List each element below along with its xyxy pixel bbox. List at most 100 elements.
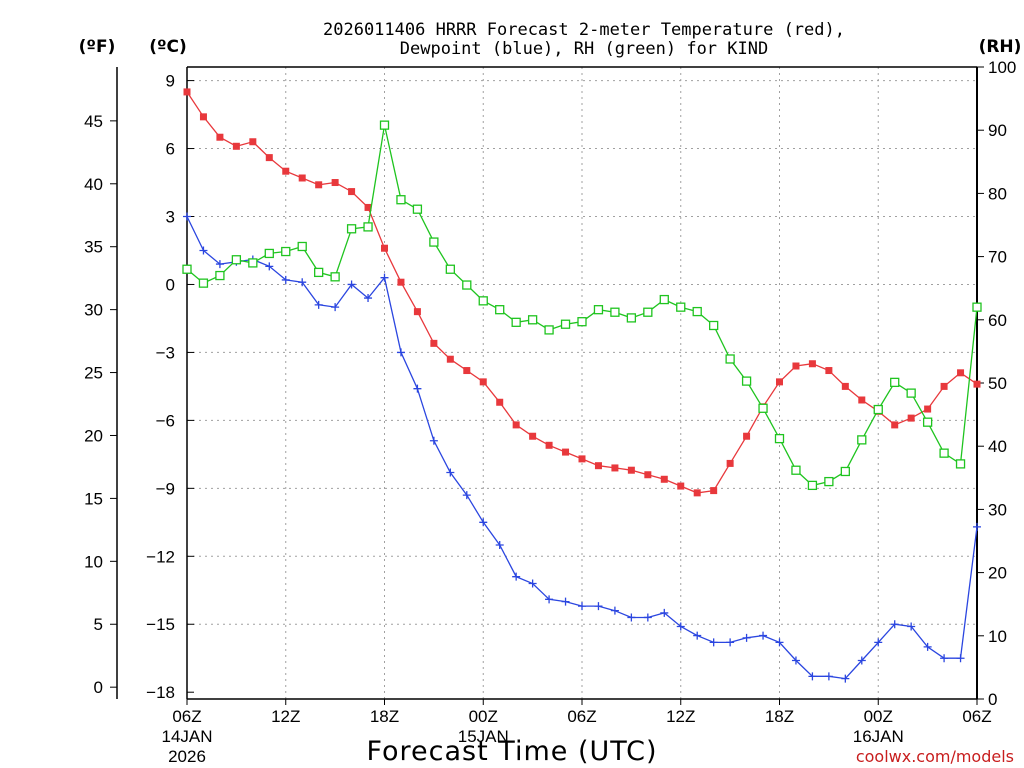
x-tick-label: 06Z — [567, 707, 596, 726]
dewpoint-point — [627, 613, 636, 622]
rh-point — [182, 264, 192, 274]
watermark: coolwx.com/models — [856, 747, 1014, 766]
rh-point — [824, 476, 834, 487]
celsius-tick-label: 3 — [166, 208, 175, 227]
celsius-unit-label: (ºC) — [149, 37, 187, 57]
dewpoint-point — [331, 303, 340, 312]
rh-tick-label: 60 — [988, 311, 1007, 330]
dewpoint-point — [709, 638, 718, 647]
dewpoint-point — [956, 654, 965, 663]
temperature-point — [907, 414, 915, 422]
x-tick-label: 00Z — [864, 707, 893, 726]
rh-point — [445, 264, 455, 274]
rh-point — [462, 280, 472, 290]
dewpoint-point — [742, 633, 751, 642]
fahrenheit-tick-label: 30 — [84, 301, 103, 320]
dewpoint-point — [545, 595, 554, 604]
fahrenheit-tick-label: 45 — [84, 112, 103, 131]
dewpoint-point — [676, 622, 685, 631]
x-tick-label: 18Z — [370, 707, 399, 726]
temperature-point — [578, 455, 586, 463]
celsius-tick-label: −6 — [156, 411, 175, 430]
temperature-point — [611, 464, 619, 472]
dewpoint-point — [693, 631, 702, 640]
x-tick-label: 06Z — [172, 707, 201, 726]
dewpoint-point — [364, 294, 373, 303]
dewpoint-point — [561, 597, 570, 606]
x-tick-label: 06Z — [962, 707, 991, 726]
rh-point — [379, 120, 390, 130]
rh-point — [791, 465, 801, 475]
celsius-tick-label: −9 — [156, 479, 175, 498]
dewpoint-point — [183, 212, 191, 221]
rh-point — [972, 302, 982, 312]
temperature-point — [348, 188, 356, 196]
dewpoint-point — [610, 606, 619, 615]
rh-point — [610, 307, 620, 317]
rh-point — [939, 448, 949, 458]
dewpoint-point — [281, 275, 290, 284]
x-tick-label: 12Z — [666, 707, 695, 726]
temperature-point — [529, 432, 537, 440]
dewpoint-point — [874, 638, 883, 647]
x-tick-label: 00Z — [469, 707, 498, 726]
rh-point — [363, 222, 373, 232]
dewpoint-point — [528, 579, 537, 588]
temperature-point — [594, 462, 602, 470]
celsius-tick-label: −18 — [146, 683, 175, 702]
rh-point — [955, 459, 966, 469]
dewpoint-point — [429, 436, 438, 445]
fahrenheit-tick-label: 5 — [94, 615, 103, 634]
temperature-point — [660, 475, 668, 483]
dewpoint-point — [726, 638, 735, 647]
rh-point — [314, 267, 324, 278]
dewpoint-point — [824, 672, 833, 681]
temperature-point — [841, 382, 849, 390]
dewpoint-point — [479, 518, 488, 527]
dewpoint-point — [462, 491, 471, 500]
temperature-point — [973, 380, 981, 388]
fahrenheit-tick-label: 25 — [84, 364, 103, 383]
celsius-tick-label: −3 — [156, 343, 175, 362]
temperature-point — [562, 448, 570, 456]
rh-point — [725, 354, 735, 364]
rh-point — [544, 325, 554, 335]
temperature-point — [858, 396, 866, 404]
rh-point — [478, 296, 488, 306]
temperature-point — [825, 367, 833, 375]
rh-point — [643, 307, 653, 317]
celsius-tick-label: 9 — [166, 72, 175, 91]
fahrenheit-unit-label: (ºF) — [79, 37, 116, 57]
rh-unit-label: (RH) — [979, 37, 1022, 57]
rh-tick-label: 40 — [988, 437, 1007, 456]
temperature-point — [232, 142, 240, 150]
rh-point — [412, 204, 423, 214]
rh-tick-label: 0 — [988, 690, 997, 709]
rh-point — [264, 248, 274, 259]
rh-point — [890, 377, 900, 388]
temperature-point — [298, 174, 306, 182]
rh-tick-label: 70 — [988, 248, 1007, 267]
temperature-point — [479, 378, 487, 386]
rh-point — [396, 195, 406, 205]
temperature-point — [808, 360, 816, 368]
rh-point — [906, 388, 916, 398]
x-tick-date-label: 15JAN — [458, 727, 509, 746]
fahrenheit-tick-label: 10 — [84, 552, 103, 571]
temperature-point — [282, 167, 290, 175]
rh-point — [527, 315, 538, 325]
rh-point — [429, 237, 439, 247]
temperature-point — [743, 432, 751, 440]
dewpoint-point — [759, 631, 768, 640]
temperature-point — [265, 154, 273, 162]
dewpoint-point — [923, 642, 932, 651]
rh-point — [692, 306, 702, 317]
axes — [116, 66, 978, 700]
dewpoint-point — [940, 654, 949, 663]
rh-tick-label: 100 — [988, 58, 1016, 77]
temperature-point — [677, 482, 685, 490]
dewpoint-point — [907, 622, 916, 631]
dewpoint-point — [660, 608, 669, 617]
temperature-point — [216, 133, 224, 141]
temperature-point — [183, 88, 191, 96]
